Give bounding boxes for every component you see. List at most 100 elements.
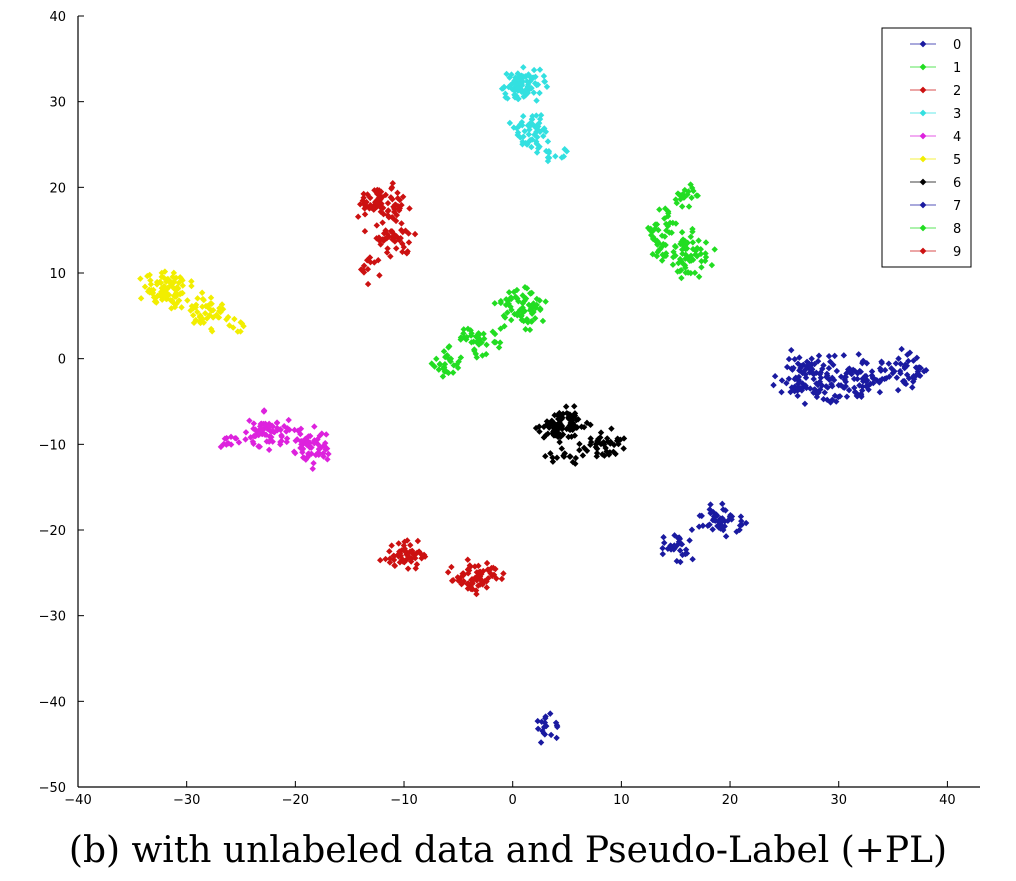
point-3	[541, 78, 549, 85]
point-2	[389, 236, 396, 243]
point-0	[831, 352, 838, 360]
point-7	[540, 730, 548, 737]
point-6	[545, 420, 552, 427]
point-4	[256, 423, 264, 430]
point-0	[831, 392, 839, 400]
point-4	[268, 433, 275, 441]
point-1	[462, 335, 469, 343]
point-1	[501, 314, 509, 321]
point-4	[250, 425, 257, 432]
point-8	[695, 237, 702, 244]
point-5	[141, 283, 149, 290]
point-5	[206, 311, 213, 319]
point-8	[685, 269, 692, 276]
point-6	[597, 429, 605, 436]
x-tick-label: 20	[722, 793, 739, 808]
point-1	[511, 310, 518, 318]
point-9	[402, 548, 409, 556]
point-8	[649, 235, 657, 243]
series-2	[354, 180, 419, 288]
point-8	[654, 248, 661, 256]
point-5	[177, 275, 185, 282]
point-3	[522, 139, 529, 147]
point-7	[705, 521, 713, 529]
point-2	[377, 203, 384, 211]
point-4	[265, 446, 273, 454]
point-9	[479, 581, 486, 588]
point-5	[190, 319, 198, 327]
point-9	[469, 579, 476, 586]
point-2	[379, 236, 386, 243]
point-0	[796, 354, 803, 361]
point-1	[467, 327, 474, 334]
legend-marker	[919, 109, 927, 117]
scatter-plot: −40 −30 −20 −10 0 10 20 30 40−50−40−30−20−100102…	[39, 10, 980, 808]
point-3	[530, 89, 538, 96]
series-0	[770, 345, 930, 407]
point-6	[576, 440, 583, 448]
point-9	[413, 561, 421, 568]
point-6	[536, 428, 543, 435]
point-8	[685, 203, 693, 210]
point-2	[411, 230, 419, 238]
point-0	[888, 365, 895, 372]
point-3	[536, 115, 544, 123]
point-2	[395, 206, 402, 213]
point-2	[375, 257, 382, 264]
point-6	[579, 452, 587, 459]
point-6	[544, 430, 552, 437]
point-3	[540, 132, 547, 140]
y-tick-label: −30	[39, 610, 66, 625]
point-0	[835, 382, 842, 389]
legend-label: 6	[953, 176, 961, 191]
point-7	[689, 556, 696, 563]
point-4	[322, 439, 329, 447]
point-4	[300, 454, 308, 462]
point-8	[694, 244, 701, 252]
point-8	[697, 250, 705, 258]
point-5	[161, 284, 169, 292]
series-1	[428, 284, 549, 380]
point-4	[308, 450, 315, 457]
point-8	[684, 191, 691, 198]
point-1	[428, 360, 435, 367]
point-5	[170, 269, 178, 277]
point-0	[797, 364, 804, 372]
legend-marker	[919, 132, 927, 140]
point-2	[392, 217, 400, 225]
point-9	[405, 553, 412, 560]
point-9	[407, 558, 415, 565]
point-1	[521, 307, 528, 315]
point-6	[569, 419, 577, 427]
point-1	[491, 300, 498, 307]
point-6	[552, 432, 559, 439]
point-4	[256, 430, 263, 438]
point-9	[448, 563, 455, 571]
point-8	[687, 252, 695, 259]
point-6	[599, 451, 606, 458]
point-2	[370, 206, 377, 213]
legend-label: 5	[953, 153, 961, 168]
point-0	[860, 357, 867, 365]
point-3	[514, 70, 522, 77]
point-9	[460, 572, 467, 579]
point-9	[407, 541, 414, 549]
point-5	[163, 278, 170, 285]
point-0	[842, 378, 849, 385]
point-7	[699, 522, 707, 529]
point-3	[513, 75, 520, 82]
series-4	[217, 407, 332, 473]
point-4	[277, 426, 284, 433]
point-0	[785, 355, 793, 363]
point-1	[480, 330, 487, 338]
point-5	[192, 316, 199, 324]
point-9	[498, 575, 506, 583]
point-8	[662, 252, 670, 260]
point-3	[552, 153, 559, 160]
point-6	[549, 454, 556, 461]
point-6	[556, 438, 563, 446]
point-3	[506, 119, 514, 127]
point-9	[481, 577, 489, 585]
point-5	[153, 278, 161, 286]
point-3	[530, 66, 538, 74]
